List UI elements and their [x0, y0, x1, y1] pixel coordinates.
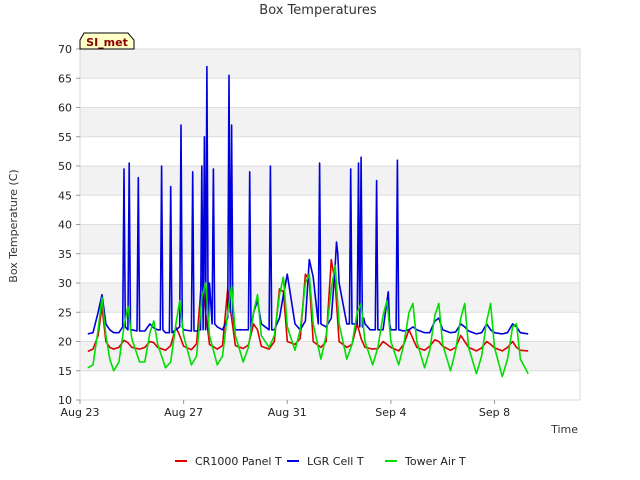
legend-label: CR1000 Panel T — [195, 455, 282, 468]
site-badge: SI_met — [79, 32, 135, 50]
x-axis-title: Time — [550, 423, 578, 436]
x-tick-label: Sep 8 — [479, 406, 510, 419]
y-tick-label: 40 — [58, 219, 72, 232]
series-line-tower-air-t — [87, 264, 529, 378]
series-lines — [87, 65, 529, 378]
plot-band — [80, 107, 580, 137]
plot-band — [80, 224, 580, 254]
y-tick-label: 45 — [58, 189, 72, 202]
legend-label: Tower Air T — [404, 455, 466, 468]
legend: CR1000 Panel T LGR Cell T Tower Air T — [175, 455, 466, 468]
x-tick-label: Aug 27 — [164, 406, 203, 419]
x-tick-label: Aug 31 — [268, 406, 307, 419]
y-tick-label: 30 — [58, 277, 72, 290]
plot-band — [80, 49, 580, 79]
series-line-cr1000-panel-t — [87, 258, 529, 353]
y-tick-label: 25 — [58, 306, 72, 319]
x-tick-label: Aug 23 — [61, 406, 100, 419]
y-tick-label: 65 — [58, 72, 72, 85]
y-axis-title: Box Temperature (C) — [7, 169, 20, 282]
plot-band — [80, 166, 580, 196]
y-tick-label: 55 — [58, 131, 72, 144]
x-axis: Aug 23 Aug 27 Aug 31 Sep 4 Sep 8 — [61, 400, 510, 419]
y-tick-label: 50 — [58, 160, 72, 173]
plot-bands — [80, 49, 580, 371]
y-tick-label: 60 — [58, 102, 72, 115]
series-line-lgr-cell-t — [87, 65, 529, 335]
y-tick-label: 15 — [58, 365, 72, 378]
badge-shape — [79, 32, 135, 50]
y-tick-label: 20 — [58, 336, 72, 349]
y-tick-label: 70 — [58, 43, 72, 56]
legend-label: LGR Cell T — [307, 455, 364, 468]
y-axis: 10 15 20 25 30 35 40 45 50 55 60 65 70 — [58, 43, 80, 407]
badge-label: SI_met — [86, 36, 128, 49]
y-tick-label: 35 — [58, 248, 72, 261]
y-tick-label: 10 — [58, 394, 72, 407]
chart-title: Box Temperatures — [259, 3, 377, 18]
x-tick-label: Sep 4 — [375, 406, 406, 419]
